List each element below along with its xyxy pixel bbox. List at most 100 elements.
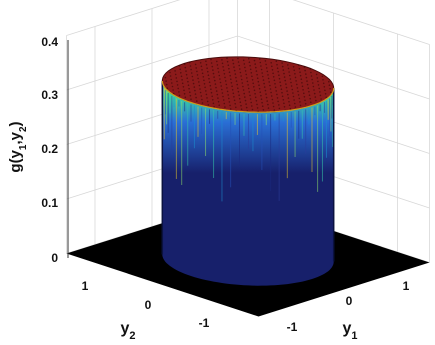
mesh-dot <box>195 67 197 69</box>
mesh-dot <box>253 89 256 92</box>
mesh-dot <box>221 88 223 91</box>
mesh-dot <box>249 68 252 71</box>
mesh-dot <box>254 63 256 65</box>
mesh-dot <box>207 104 210 106</box>
mesh-dot <box>207 70 209 73</box>
mesh-dot <box>328 84 331 86</box>
mesh-dot <box>305 73 307 75</box>
mesh-dot <box>294 76 297 79</box>
mesh-dot <box>182 86 185 88</box>
mesh-dot <box>229 74 231 77</box>
z-tick-label-0: 0 <box>51 251 58 265</box>
mesh-dot <box>205 93 208 96</box>
mesh-dot <box>237 61 240 63</box>
mesh-dot <box>272 76 275 78</box>
mesh-dot <box>189 65 192 67</box>
mesh-dot <box>319 94 322 97</box>
mesh-dot <box>216 93 219 96</box>
mesh-dot <box>322 79 324 81</box>
mesh-dot <box>222 66 224 68</box>
mesh-dot <box>204 86 206 89</box>
mesh-dot <box>256 73 258 76</box>
mesh-dot <box>165 83 168 86</box>
grid-line-z-4 <box>66 0 430 45</box>
mesh-dot <box>232 59 234 61</box>
mesh-dot <box>288 74 291 77</box>
mesh-dot <box>230 78 232 80</box>
mesh-dot <box>308 90 310 93</box>
mesh-dot <box>179 68 181 71</box>
y2-axis: 1 0 -1 <box>82 279 210 330</box>
mesh-dot <box>240 108 243 110</box>
plateau-rim <box>161 80 335 113</box>
mesh-dot <box>245 103 247 105</box>
mesh-dot <box>271 69 274 71</box>
mesh-dot <box>309 68 312 70</box>
mesh-dot <box>267 74 269 76</box>
mesh-dot <box>231 89 234 91</box>
mesh-dot <box>304 99 306 102</box>
mesh-dot <box>252 82 254 85</box>
mesh-dot <box>196 70 198 73</box>
mesh-dot <box>190 98 192 100</box>
mesh-dot <box>248 57 250 60</box>
mesh-dot <box>210 58 212 61</box>
mesh-dot <box>201 72 204 75</box>
mesh-dot <box>178 64 181 67</box>
mesh-dot <box>281 65 284 68</box>
mesh-dot <box>269 84 271 87</box>
mesh-dot <box>281 91 283 94</box>
mesh-dot <box>227 94 229 96</box>
mesh-dot <box>199 91 202 94</box>
mesh-dot <box>200 65 203 68</box>
mesh-dot <box>249 98 252 100</box>
mesh-dot <box>186 77 188 79</box>
mesh-dot <box>184 66 187 69</box>
mesh-dot <box>265 63 267 66</box>
mesh-dot <box>230 82 233 84</box>
mesh-dot <box>262 109 265 111</box>
mesh-dot <box>305 76 308 79</box>
mesh-dot <box>221 59 223 61</box>
mesh-dot <box>224 106 226 108</box>
mesh-dot <box>237 90 240 93</box>
mesh-dot <box>276 63 278 66</box>
mesh-dot <box>274 83 276 85</box>
mesh-dot <box>228 71 231 73</box>
mesh-dot <box>257 80 260 83</box>
mesh-dot <box>277 100 279 103</box>
mesh-dot <box>276 67 279 69</box>
mesh-dot <box>256 77 259 79</box>
mesh-dot <box>259 61 262 64</box>
mesh-dot <box>229 104 231 107</box>
mesh-dot <box>224 76 226 79</box>
mesh-dot <box>258 84 260 86</box>
mesh-dot <box>222 99 225 101</box>
y1-axis-label: y1 <box>342 320 357 342</box>
mesh-dot <box>190 72 193 74</box>
mesh-dot <box>235 76 237 79</box>
mesh-dot <box>318 87 321 90</box>
mesh-dot <box>242 89 245 91</box>
mesh-dot <box>292 95 295 98</box>
mesh-dot <box>294 73 296 75</box>
y1-tick-label-1: 1 <box>403 279 410 293</box>
mesh-dot <box>265 96 268 99</box>
mesh-dot <box>216 60 218 63</box>
mesh-dot <box>296 87 299 89</box>
mesh-dot <box>238 64 240 67</box>
mesh-dot <box>218 104 220 106</box>
mesh-dot <box>166 87 169 89</box>
mesh-dot <box>189 61 191 64</box>
mesh-dot <box>317 80 319 83</box>
mesh-dot <box>210 62 213 64</box>
mesh-dot <box>282 69 285 71</box>
mesh-dot <box>211 65 214 68</box>
mesh-dot <box>286 90 288 92</box>
mesh-dot <box>223 102 226 105</box>
plateau-mesh <box>164 57 332 113</box>
mesh-dot <box>233 66 235 68</box>
mesh-dot <box>249 94 251 97</box>
mesh-dot <box>185 70 187 72</box>
mesh-dot <box>284 79 287 82</box>
